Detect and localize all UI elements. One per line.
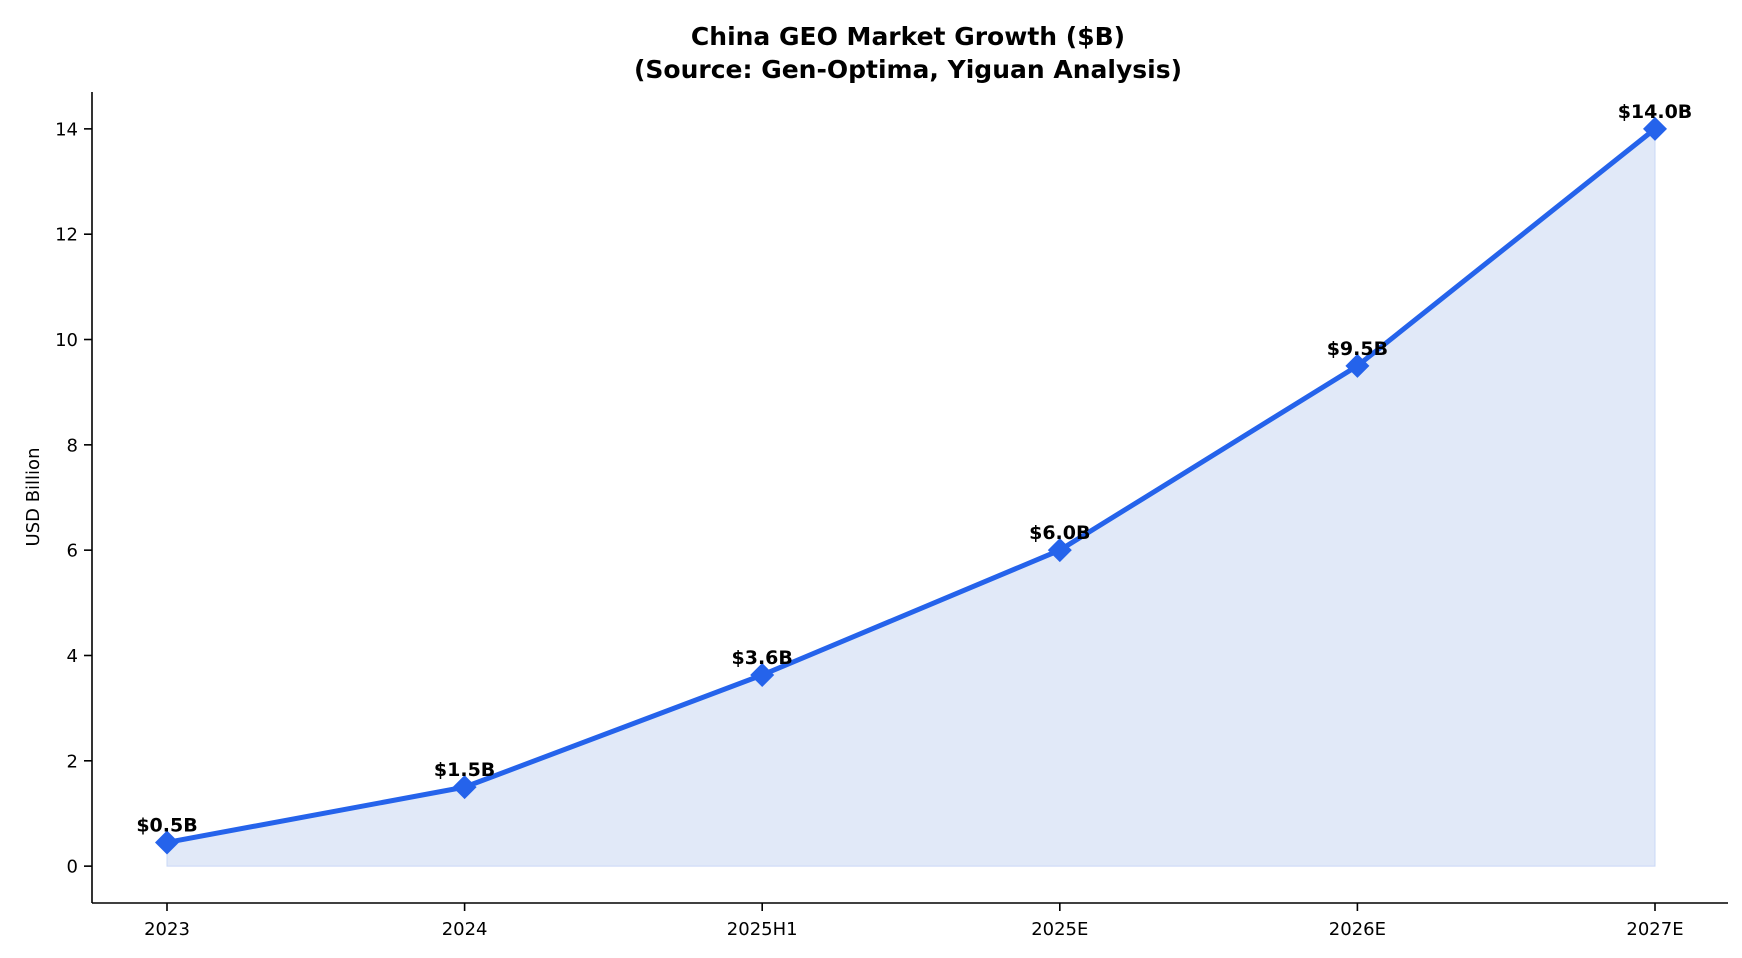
area-fill: [166, 127, 1656, 867]
x-tick-label: 2025H1: [727, 919, 798, 940]
x-tick-label: 2024: [442, 919, 488, 940]
axes: [91, 92, 1728, 904]
data-marker: [750, 662, 775, 687]
y-axis-label: USD Billion: [23, 448, 44, 547]
data-marker: [1643, 116, 1667, 141]
chart-title-line2: (Source: Gen-Optima, Yiguan Analysis): [634, 55, 1182, 84]
y-tick-label: 4: [67, 646, 78, 667]
y-tick-label: 14: [55, 119, 78, 140]
series-line: [164, 126, 1658, 845]
y-tick-label: 10: [55, 330, 78, 351]
data-label: $0.5B: [136, 814, 197, 836]
data-marker: [1047, 538, 1072, 563]
y-tick-label: 8: [67, 435, 78, 456]
data-label: $14.0B: [1618, 101, 1693, 123]
data-label: $6.0B: [1029, 522, 1090, 544]
y-tick-label: 2: [67, 751, 78, 772]
data-marker: [452, 775, 477, 800]
y-ticks: 0 2 4 6 8 10 12 14: [55, 119, 92, 878]
data-label: $3.6B: [732, 647, 793, 669]
chart-title-line1: China GEO Market Growth ($B): [691, 22, 1125, 51]
area-layer: [166, 127, 1656, 867]
y-tick-label: 12: [55, 225, 78, 246]
y-tick-label: 6: [67, 541, 78, 562]
marker-layer: [155, 116, 1667, 855]
line-layer: [164, 126, 1658, 845]
data-marker: [155, 830, 179, 855]
x-tick-label: 2025E: [1031, 919, 1088, 940]
x-ticks: 2023 2024 2025H1 2025E 2026E 2027E: [144, 903, 1684, 940]
x-tick-label: 2023: [144, 919, 190, 940]
data-label: $9.5B: [1327, 338, 1388, 360]
data-label: $1.5B: [434, 759, 495, 781]
label-layer: $0.5B $1.5B $3.6B $6.0B $9.5B $14.0B: [136, 101, 1692, 837]
y-tick-label: 0: [67, 857, 78, 878]
x-tick-label: 2027E: [1626, 919, 1683, 940]
x-tick-label: 2026E: [1329, 919, 1386, 940]
data-marker: [1345, 353, 1370, 378]
